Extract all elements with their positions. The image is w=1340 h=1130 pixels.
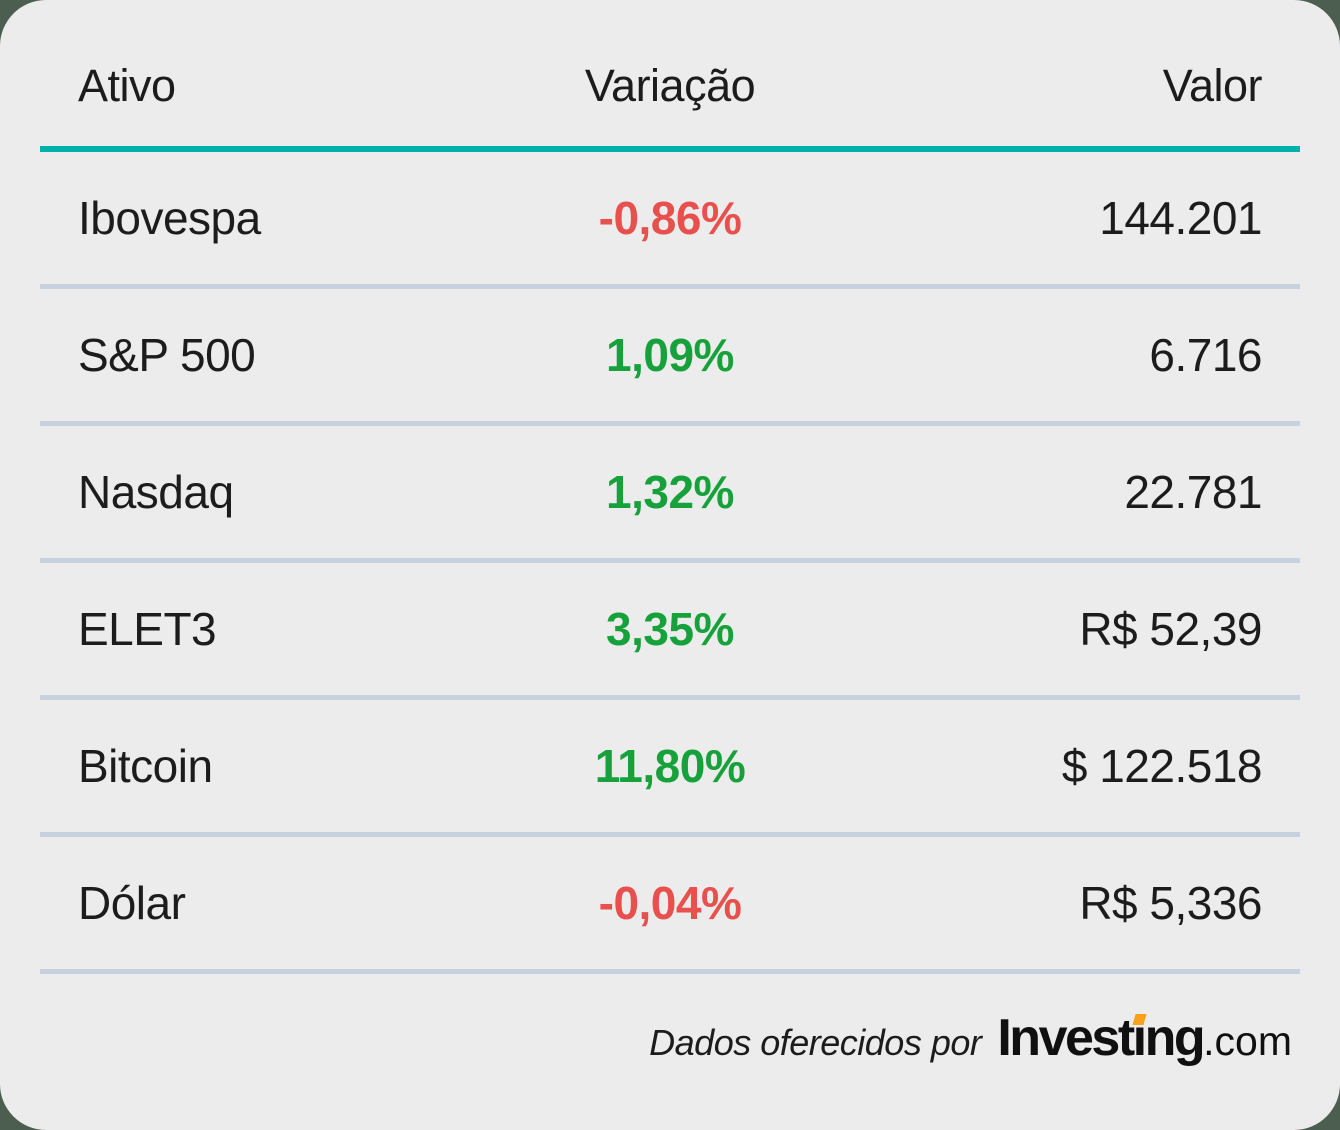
asset-value: $ 122.518: [1061, 740, 1263, 792]
asset-name: Bitcoin: [78, 740, 213, 792]
asset-name: Ibovespa: [78, 192, 261, 244]
variation-value: 1,09%: [606, 329, 734, 381]
market-table: Ativo Variação Valor Ibovespa -0,86% 144…: [40, 0, 1300, 974]
column-header-ativo: Ativo: [78, 60, 176, 111]
variation-value: -0,86%: [598, 192, 742, 244]
variation-value: 11,80%: [594, 740, 746, 792]
asset-name: S&P 500: [78, 329, 256, 381]
logo-tld: .com: [1203, 1018, 1292, 1064]
table-body: Ibovespa -0,86% 144.201 S&P 500 1,09% 6.…: [40, 152, 1300, 974]
table-header-row: Ativo Variação Valor: [40, 0, 1300, 152]
asset-value: 22.781: [1124, 466, 1263, 518]
asset-name: Nasdaq: [78, 466, 234, 518]
column-header-variacao: Variação: [584, 60, 756, 111]
variation-value: -0,04%: [598, 877, 742, 929]
logo-text-prefix: Invest: [997, 1009, 1135, 1067]
asset-name: Dólar: [78, 877, 186, 929]
column-header-valor: Valor: [1162, 60, 1263, 111]
table-row: Ibovespa -0,86% 144.201: [40, 152, 1300, 289]
asset-value: R$ 5,336: [1079, 877, 1263, 929]
table-row: Nasdaq 1,32% 22.781: [40, 426, 1300, 563]
logo-accented-i: ı: [1132, 1009, 1147, 1067]
logo-text-suffix: ng: [1144, 1009, 1206, 1067]
variation-value: 3,35%: [606, 603, 734, 655]
asset-value: 144.201: [1099, 192, 1263, 244]
asset-name: ELET3: [78, 603, 217, 655]
asset-value: R$ 52,39: [1079, 603, 1263, 655]
investing-logo: Invest ıng.com: [997, 1012, 1292, 1064]
logo-dotless-i: ı: [1132, 1009, 1147, 1067]
variation-value: 1,32%: [606, 466, 734, 518]
asset-value: 6.716: [1149, 329, 1263, 381]
table-row: ELET3 3,35% R$ 52,39: [40, 563, 1300, 700]
table-row: Dólar -0,04% R$ 5,336: [40, 837, 1300, 974]
attribution-text: Dados oferecidos por: [649, 1022, 982, 1063]
table-row: Bitcoin 11,80% $ 122.518: [40, 700, 1300, 837]
footer: Dados oferecidos por Invest ıng.com: [0, 974, 1340, 1064]
table-row: S&P 500 1,09% 6.716: [40, 289, 1300, 426]
